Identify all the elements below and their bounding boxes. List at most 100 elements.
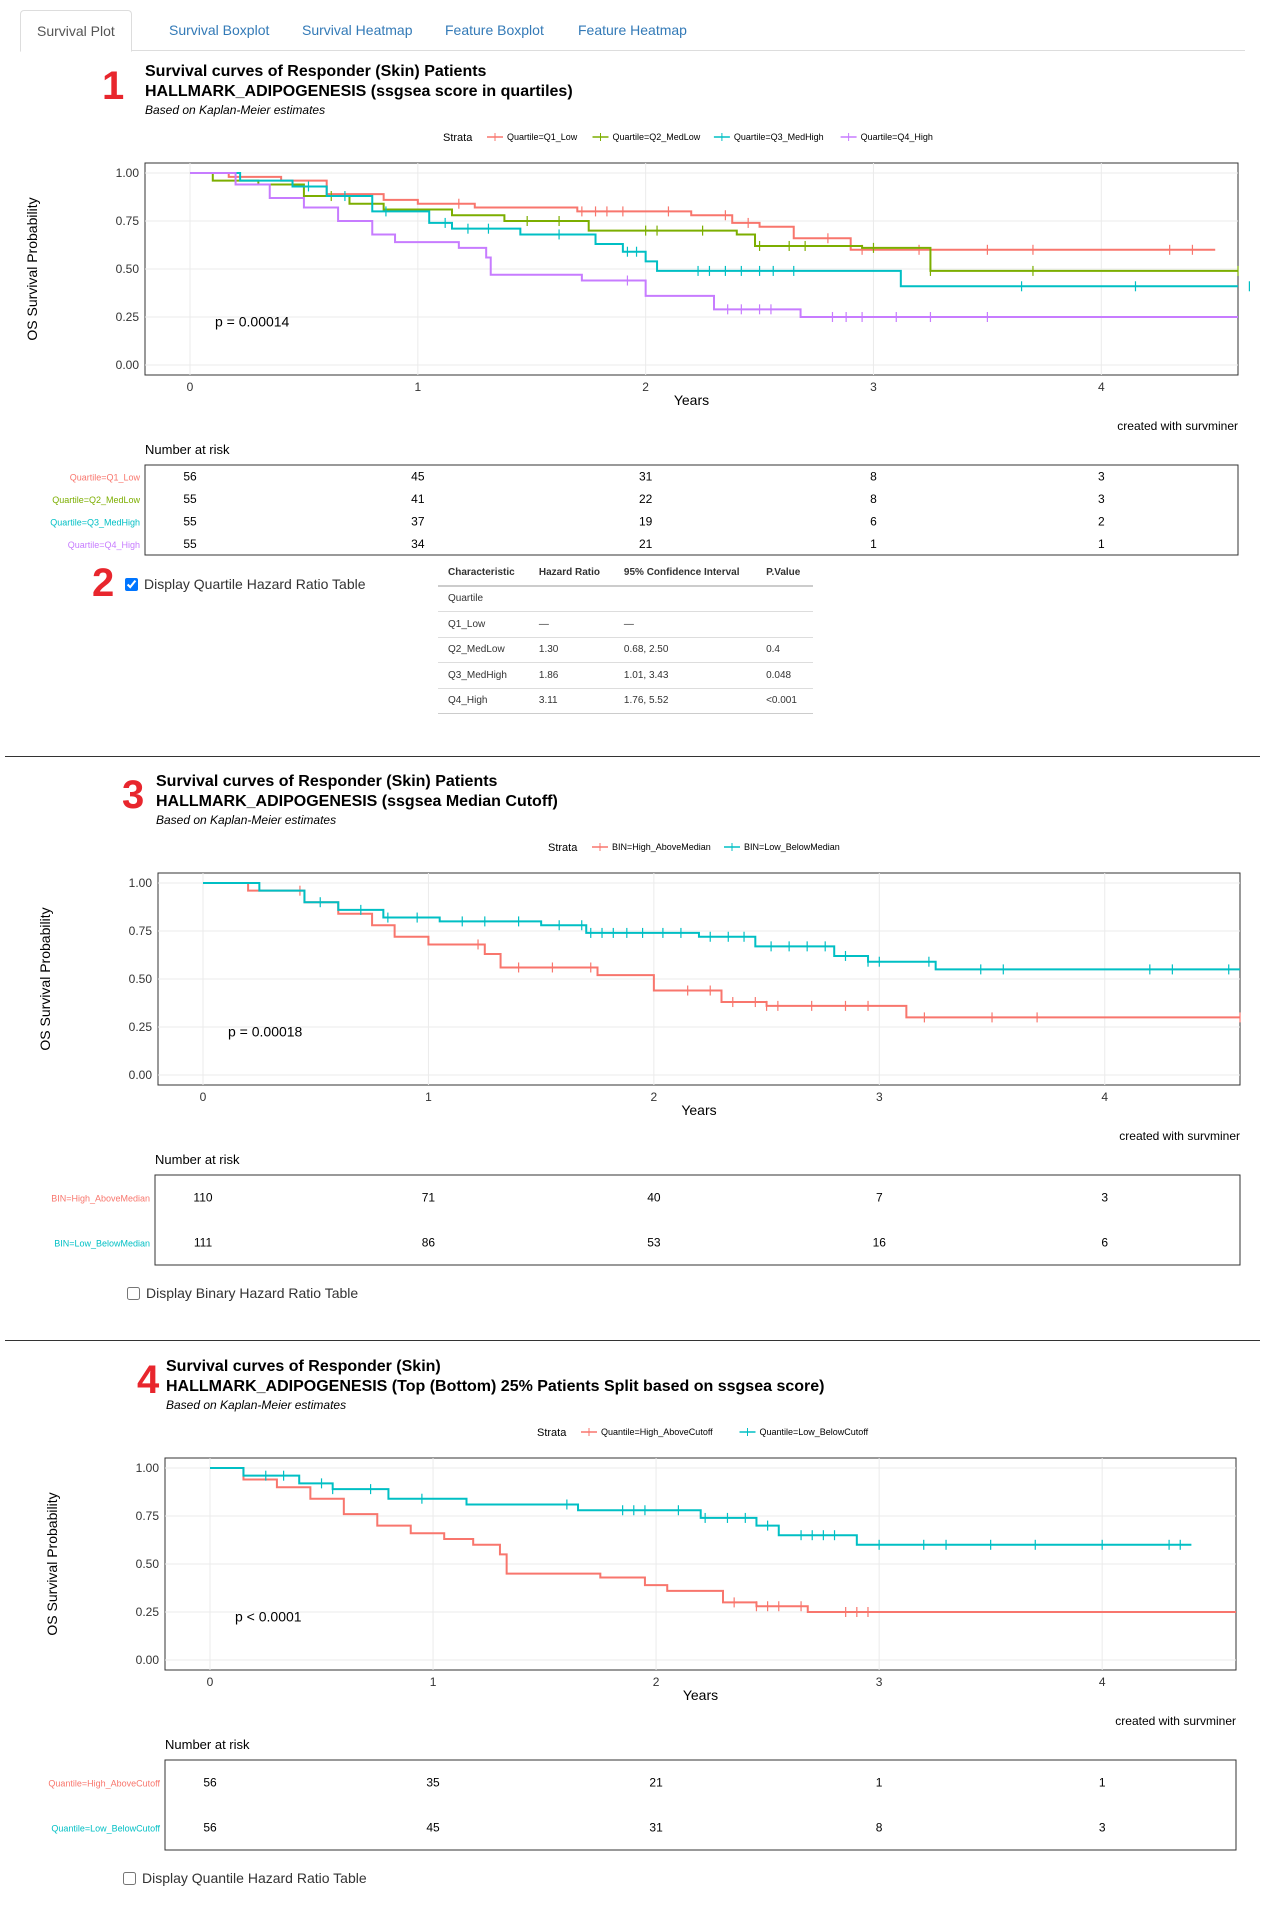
risk-table-value: 3 [1098,492,1105,506]
table-cell: Quartile [438,585,529,612]
risk-table-value: 22 [639,492,653,506]
plot-subtitle: Based on Kaplan-Meier estimates [166,1398,347,1412]
risk-table-value: 37 [411,514,425,528]
table-cell: — [528,611,614,637]
risk-table-value: 55 [183,492,197,506]
quartile-hr-checkbox-row[interactable]: Display Quartile Hazard Ratio Table [125,576,366,592]
legend-label: Quartile=Q4_High [861,132,933,142]
tab-feature-boxplot[interactable]: Feature Boxplot [445,22,544,38]
table-row: Q4_High 3.11 1.76, 5.52 <0.001 [438,687,813,714]
series-line [210,1467,1192,1546]
risk-table-value: 45 [411,469,425,483]
series-line [203,882,1240,971]
y-tick-label: 0.25 [129,1020,153,1034]
quantile-hr-checkbox-label: Display Quantile Hazard Ratio Table [142,1870,367,1886]
legend-label: BIN=High_AboveMedian [612,842,711,852]
quantile-hr-checkbox-row[interactable]: Display Quantile Hazard Ratio Table [123,1870,367,1886]
x-tick-label: 1 [430,1675,437,1689]
risk-table-value: 19 [639,514,653,528]
tab-survival-boxplot[interactable]: Survival Boxplot [169,22,270,38]
risk-table-value: 55 [183,537,197,551]
hr-header-ci: 95% Confidence Interval [613,560,757,587]
x-axis-label: Years [681,1102,716,1118]
risk-table-value: 31 [639,469,653,483]
table-cell: 1.01, 3.43 [613,662,757,688]
y-tick-label: 0.00 [136,1653,160,1667]
risk-table-strata-label: BIN=Low_BelowMedian [54,1239,150,1249]
x-tick-label: 3 [876,1090,883,1104]
table-row: Q1_Low — — [438,611,813,637]
y-axis-label: OS Survival Probability [24,197,40,340]
legend-label: BIN=Low_BelowMedian [744,842,840,852]
x-tick-label: 1 [414,380,421,394]
y-tick-label: 0.75 [116,214,140,228]
risk-table-value: 1 [1098,537,1105,551]
hr-header-pvalue: P.Value [756,560,813,587]
y-tick-label: 0.50 [116,262,140,276]
risk-table-value: 6 [1101,1236,1108,1250]
tab-feature-heatmap[interactable]: Feature Heatmap [578,22,687,38]
risk-table-value: 2 [1098,514,1105,528]
risk-table-strata-label: BIN=High_AboveMedian [51,1194,150,1204]
legend-title: Strata [443,132,473,144]
quartile-hr-checkbox[interactable] [125,577,138,591]
p-value-label: p = 0.00018 [228,1024,303,1040]
risk-table-panel [144,464,1239,556]
risk-table-value: 8 [870,469,877,483]
binary-hr-checkbox-row[interactable]: Display Binary Hazard Ratio Table [127,1285,358,1301]
plot-title-line2: HALLMARK_ADIPOGENESIS (Top (Bottom) 25% … [166,1378,825,1395]
x-tick-label: 2 [642,380,649,394]
series-line [210,1467,1236,1613]
table-cell: Q3_MedHigh [438,662,529,688]
risk-table-value: 35 [426,1776,440,1790]
legend-title: Strata [537,1427,567,1439]
legend-label: Quartile=Q3_MedHigh [734,132,824,142]
risk-table-value: 7 [876,1191,883,1205]
risk-table-value: 1 [876,1776,883,1790]
p-value-label: p = 0.00014 [215,314,290,330]
survival-chart-quartiles: Strata Quartile=Q1_Low Quartile=Q2_MedLow Q… [24,132,1250,556]
risk-table-value: 56 [203,1821,217,1835]
risk-table-strata-label: Quartile=Q4_High [68,540,140,550]
legend-label: Quantile=Low_BelowCutoff [760,1427,869,1437]
risk-table-title: Number at risk [145,442,230,457]
tab-survival-plot[interactable]: Survival Plot [20,10,132,52]
x-tick-label: 0 [207,1675,214,1689]
binary-hr-checkbox-label: Display Binary Hazard Ratio Table [146,1285,359,1301]
table-cell: Q2_MedLow [438,636,529,663]
table-cell: Q1_Low [438,611,529,637]
x-tick-label: 4 [1101,1090,1108,1104]
risk-table-value: 16 [873,1236,887,1250]
risk-table-value: 71 [422,1191,436,1205]
risk-table-value: 34 [411,537,425,551]
tab-survival-heatmap[interactable]: Survival Heatmap [302,22,413,38]
x-tick-label: 3 [876,1675,883,1689]
risk-table-strata-label: Quantile=Low_BelowCutoff [51,1824,160,1834]
x-tick-label: 0 [200,1090,207,1104]
risk-table-value: 3 [1098,469,1105,483]
plot-subtitle: Based on Kaplan-Meier estimates [156,813,337,827]
risk-table-value: 86 [422,1236,436,1250]
plot-title-line1: Survival curves of Responder (Skin) Pati… [156,773,498,790]
risk-table-strata-label: Quartile=Q2_MedLow [52,495,140,505]
hr-table-header-row: Characteristic Hazard Ratio 95% Confiden… [438,560,813,587]
section-marker-3: 3 [122,773,145,817]
risk-table-value: 21 [649,1776,663,1790]
y-tick-label: 1.00 [116,166,140,180]
y-tick-label: 0.50 [136,1557,160,1571]
x-axis-label: Years [674,392,709,408]
risk-table-strata-label: Quantile=High_AboveCutoff [48,1779,160,1789]
plot-title-line2: HALLMARK_ADIPOGENESIS (ssgsea Median Cut… [156,793,558,810]
risk-table-strata-label: Quartile=Q1_Low [70,472,141,482]
y-tick-label: 0.50 [129,972,153,986]
series-line [190,172,1238,318]
risk-table-value: 45 [426,1821,440,1835]
quantile-hr-checkbox[interactable] [123,1871,136,1885]
y-tick-label: 1.00 [129,876,153,890]
caption-label: created with survminer [1117,419,1238,433]
hr-header-characteristic: Characteristic [438,560,529,587]
risk-table-value: 31 [649,1821,663,1835]
risk-table-panel [154,1174,1241,1266]
plot-title-line1: Survival curves of Responder (Skin) Pati… [145,63,487,80]
binary-hr-checkbox[interactable] [127,1286,140,1300]
